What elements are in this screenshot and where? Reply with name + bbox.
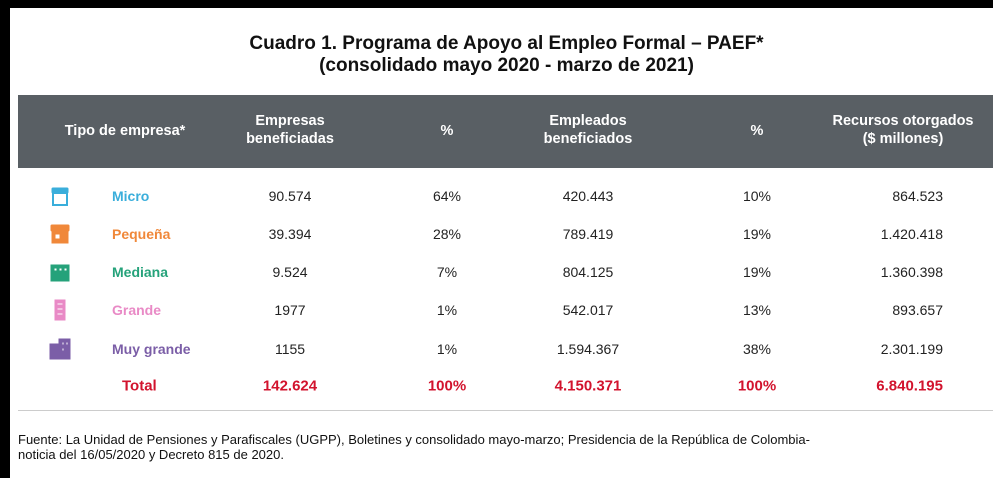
row-icon xyxy=(50,264,70,282)
cell: 19% xyxy=(742,264,772,280)
cell: 789.419 xyxy=(562,226,614,242)
header-cell: beneficiados xyxy=(543,131,633,147)
total-cell: 4.150.371 xyxy=(554,377,622,395)
cell: 1.360.398 xyxy=(880,264,943,280)
row-label: Micro xyxy=(112,188,150,204)
total-cell: 100% xyxy=(737,377,777,395)
header-cell: Empresas xyxy=(255,113,325,129)
header-cell: Tipo de empresa* xyxy=(64,123,186,139)
cell: 1.420.418 xyxy=(880,226,943,242)
cell: 542.017 xyxy=(562,302,614,318)
cell: 19% xyxy=(742,226,772,242)
border-top xyxy=(0,0,993,8)
row-label: Grande xyxy=(112,302,162,318)
row-icon xyxy=(51,187,69,206)
title-line: (consolidado mayo 2020 - marzo de 2021) xyxy=(319,55,694,76)
cell: 13% xyxy=(742,302,772,318)
cell: 9.524 xyxy=(272,264,308,280)
total-label: Total xyxy=(122,377,157,395)
header-cell: ($ millones) xyxy=(862,131,944,147)
cell: 38% xyxy=(742,341,772,357)
cell: 28% xyxy=(432,226,462,242)
header-cell: beneficiadas xyxy=(246,131,334,147)
cell: 1977 xyxy=(274,302,306,318)
cell: 2.301.199 xyxy=(880,341,943,357)
row-icon xyxy=(54,299,66,321)
total-cell: 100% xyxy=(427,377,467,395)
total-cell: 142.624 xyxy=(262,377,318,395)
header-band xyxy=(18,95,993,168)
header-cell: Recursos otorgados xyxy=(832,113,974,129)
cell: 864.523 xyxy=(892,188,943,204)
row-label: Muy grande xyxy=(112,341,191,357)
footnote-line: noticia del 16/05/2020 y Decreto 815 de … xyxy=(18,447,284,462)
row-label: Mediana xyxy=(112,264,169,280)
cell: 39.394 xyxy=(268,226,312,242)
cell: 420.443 xyxy=(562,188,614,204)
cell: 1.594.367 xyxy=(556,341,620,357)
cell: 90.574 xyxy=(268,188,312,204)
divider xyxy=(18,410,993,411)
cell: 1% xyxy=(436,341,458,357)
header-cell: % xyxy=(750,123,764,139)
header-cell: % xyxy=(440,123,454,139)
cell: 64% xyxy=(432,188,462,204)
header-cell: Empleados xyxy=(549,113,627,129)
cell: 893.657 xyxy=(892,302,943,318)
row-icon xyxy=(49,338,71,360)
footnote-line: Fuente: La Unidad de Pensiones y Parafis… xyxy=(18,432,810,447)
cell: 804.125 xyxy=(562,264,614,280)
title-line: Cuadro 1. Programa de Apoyo al Empleo Fo… xyxy=(249,33,764,54)
cell: 7% xyxy=(436,264,458,280)
cell: 1155 xyxy=(274,341,306,357)
row-label: Pequeña xyxy=(112,226,171,242)
total-cell: 6.840.195 xyxy=(876,377,943,395)
cell: 1% xyxy=(436,302,458,318)
cell: 10% xyxy=(742,188,772,204)
row-icon xyxy=(50,224,70,244)
border-left xyxy=(0,0,10,478)
